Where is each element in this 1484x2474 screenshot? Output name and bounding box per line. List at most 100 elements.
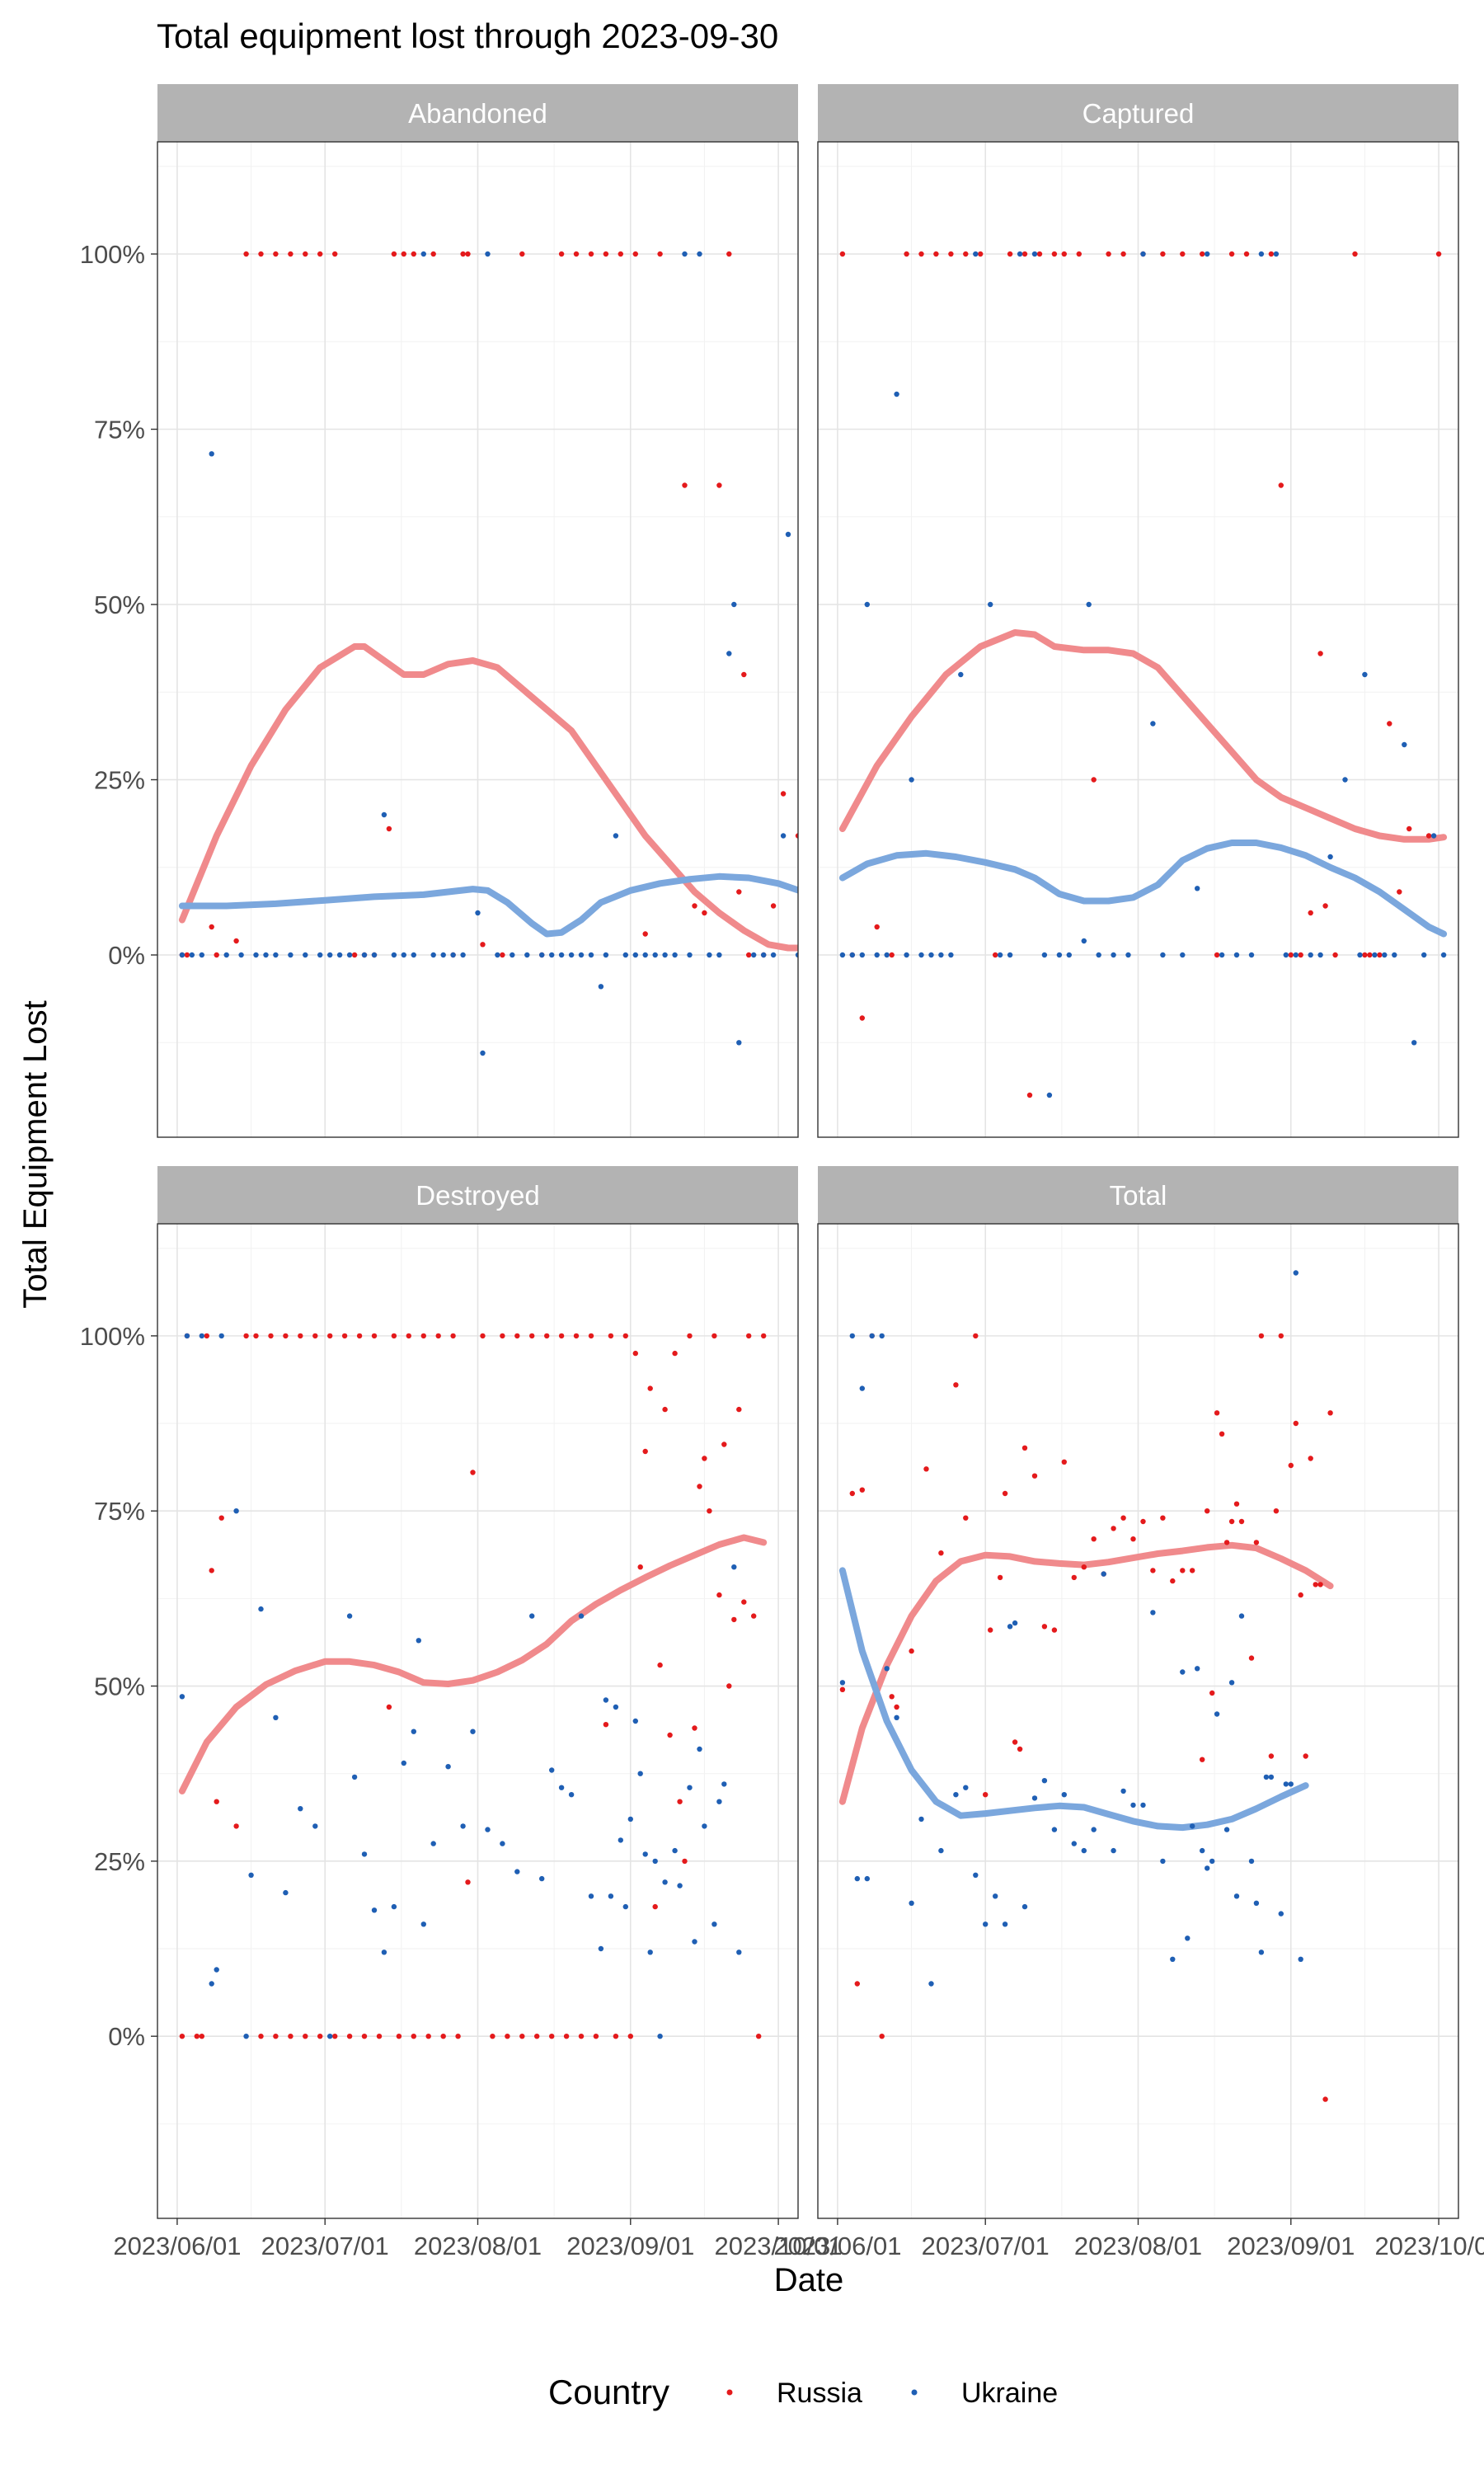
point-russia	[578, 2034, 585, 2039]
point-russia	[1362, 952, 1368, 958]
point-russia	[662, 1406, 668, 1413]
point-russia	[894, 1704, 899, 1710]
point-ukraine	[470, 1729, 476, 1734]
point-ukraine	[632, 1718, 638, 1724]
legend: Country Russia Ukraine	[548, 2373, 1058, 2411]
facet-strip	[818, 1166, 1458, 1224]
point-russia	[657, 251, 663, 257]
point-ukraine	[485, 1827, 491, 1832]
facet-strip-label: Captured	[1082, 98, 1195, 129]
point-russia	[341, 1333, 348, 1339]
point-ukraine	[652, 1858, 658, 1865]
point-ukraine	[687, 1785, 693, 1790]
panel-captured: Captured	[817, 84, 1459, 1138]
point-russia	[1041, 1624, 1048, 1630]
point-ukraine	[1125, 952, 1131, 958]
point-russia	[1051, 1627, 1058, 1633]
point-ukraine	[642, 952, 648, 958]
point-ukraine	[598, 1945, 604, 1952]
point-russia	[1377, 952, 1383, 958]
point-russia	[396, 2034, 402, 2039]
point-russia	[1200, 251, 1205, 257]
point-russia	[780, 791, 787, 797]
point-russia	[923, 1466, 929, 1472]
point-russia	[1278, 482, 1284, 488]
point-ukraine	[1086, 601, 1092, 608]
point-ukraine	[894, 391, 899, 397]
point-ukraine	[993, 1893, 998, 1899]
point-russia	[1313, 1582, 1318, 1587]
point-russia	[1228, 251, 1235, 257]
point-russia	[1367, 952, 1373, 958]
point-russia	[849, 1490, 856, 1497]
point-ukraine	[677, 1883, 683, 1888]
point-russia	[978, 251, 984, 257]
point-ukraine	[1209, 1858, 1215, 1865]
point-russia	[209, 1568, 214, 1573]
point-russia	[317, 2034, 323, 2039]
point-russia	[1036, 251, 1043, 257]
point-russia	[425, 2034, 431, 2039]
point-russia	[500, 952, 505, 958]
smooth-line-russia	[838, 629, 1448, 843]
point-ukraine	[785, 531, 791, 538]
point-ukraine	[1223, 1827, 1230, 1832]
point-russia	[258, 2034, 264, 2039]
point-russia	[1238, 1518, 1245, 1525]
point-russia	[1026, 1092, 1033, 1098]
point-russia	[214, 952, 219, 958]
point-ukraine	[1007, 1624, 1013, 1630]
point-ukraine	[1382, 952, 1388, 958]
point-russia	[1233, 1501, 1240, 1507]
point-russia	[889, 952, 895, 958]
y-tick-label: 50%	[94, 1672, 145, 1701]
point-russia	[687, 1333, 693, 1339]
point-ukraine	[938, 952, 944, 958]
point-ukraine	[997, 952, 1003, 958]
point-ukraine	[420, 251, 426, 257]
point-russia	[420, 1333, 426, 1339]
x-tick-label: 2023/09/01	[566, 2232, 694, 2260]
point-russia	[963, 251, 969, 257]
x-tick-label: 2023/06/01	[113, 2232, 241, 2260]
point-ukraine	[859, 952, 866, 958]
point-ukraine	[849, 952, 856, 958]
point-ukraine	[1081, 1847, 1087, 1854]
legend-label-ukraine: Ukraine	[961, 2378, 1058, 2409]
point-ukraine	[578, 1613, 585, 1619]
y-tick-label: 100%	[80, 240, 145, 269]
point-ukraine	[1081, 938, 1087, 944]
y-tick-label: 75%	[94, 1497, 145, 1526]
point-russia	[573, 1333, 580, 1339]
point-russia	[534, 2034, 540, 2039]
point-russia	[642, 931, 648, 937]
y-tick-label: 0%	[108, 941, 145, 970]
point-russia	[1298, 952, 1303, 958]
point-ukraine	[642, 1851, 648, 1857]
point-russia	[470, 1470, 476, 1475]
point-russia	[716, 1592, 722, 1598]
x-tick-label: 2023/08/01	[414, 2232, 542, 2260]
point-ukraine	[480, 1050, 486, 1056]
point-russia	[258, 251, 264, 257]
point-russia	[1205, 1508, 1210, 1514]
point-ukraine	[346, 1613, 353, 1619]
point-ukraine	[1372, 952, 1378, 958]
point-russia	[953, 1382, 959, 1388]
point-ukraine	[854, 1875, 861, 1882]
point-ukraine	[411, 1729, 416, 1734]
point-ukraine	[716, 1799, 722, 1804]
point-ukraine	[391, 1903, 397, 1910]
point-ukraine	[1185, 1935, 1190, 1941]
point-ukraine	[524, 952, 530, 958]
point-russia	[736, 1406, 742, 1413]
point-russia	[1322, 2096, 1328, 2102]
point-ukraine	[711, 1921, 717, 1927]
point-ukraine	[248, 1872, 254, 1878]
point-ukraine	[440, 952, 446, 958]
point-russia	[593, 2034, 599, 2039]
point-russia	[889, 1694, 895, 1700]
point-ukraine	[401, 1760, 406, 1766]
point-ukraine	[780, 833, 787, 839]
point-russia	[435, 1333, 441, 1339]
